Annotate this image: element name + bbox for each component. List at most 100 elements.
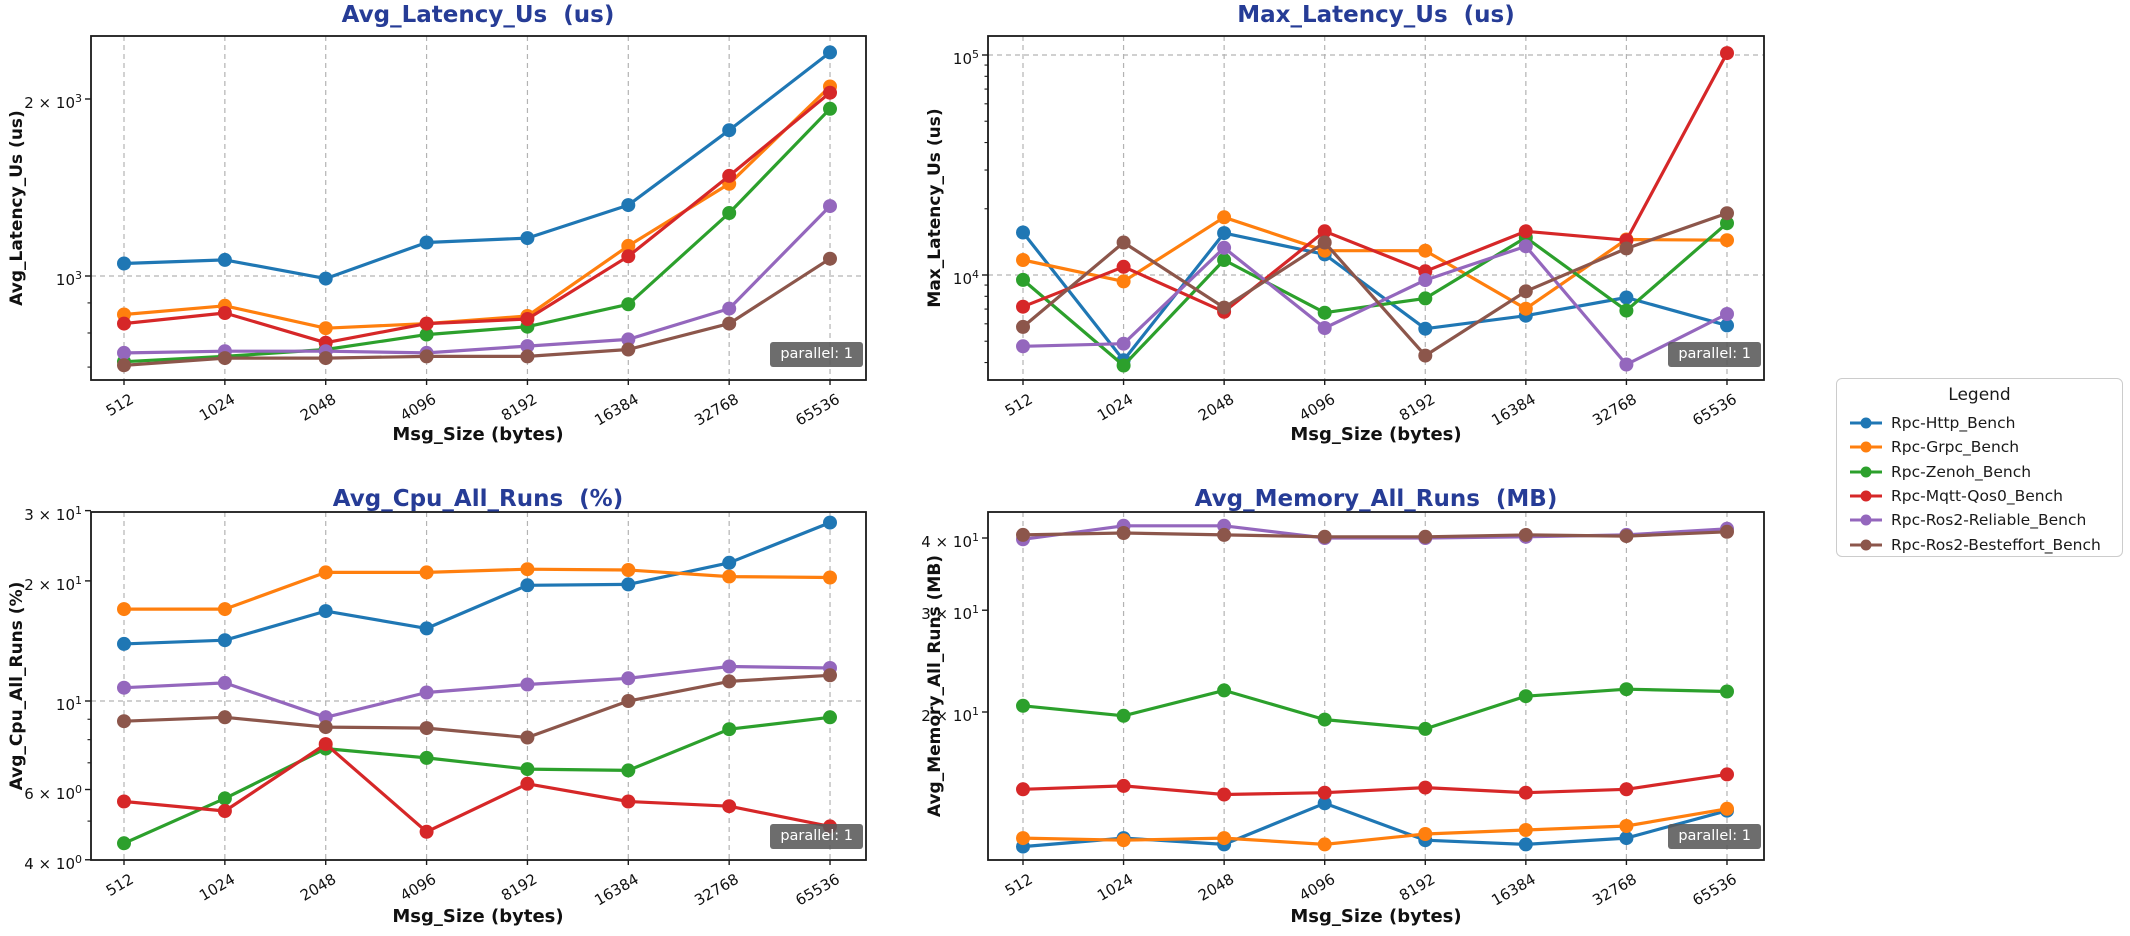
data-point bbox=[1518, 239, 1533, 254]
legend-item-rpc-ros2-reliable-bench: Rpc-Ros2-Reliable_Bench bbox=[1849, 508, 2086, 532]
data-point bbox=[722, 555, 737, 570]
data-point bbox=[722, 206, 737, 220]
chart-title-avg-cpu: Avg_Cpu_All_Runs (%) bbox=[332, 486, 624, 512]
data-point bbox=[1317, 785, 1332, 800]
data-point bbox=[1720, 307, 1734, 321]
series-rpc-grpc-bench bbox=[117, 562, 837, 617]
legend-marker-rpc-zenoh-bench bbox=[1850, 466, 1882, 478]
data-point bbox=[823, 45, 837, 60]
x-axis-label: Msg_Size (bytes) bbox=[392, 424, 564, 445]
data-point bbox=[621, 763, 636, 778]
data-point bbox=[1116, 708, 1131, 723]
plot-border bbox=[987, 511, 1765, 861]
plot-border bbox=[987, 35, 1765, 381]
series-rpc-mqtt-qos0-bench bbox=[117, 85, 837, 350]
y-tick-label: 104 bbox=[952, 268, 979, 288]
chart-panel-avg-memory: Avg_Memory_All_Runs (MB) Avg_Memory_All_… bbox=[900, 460, 1840, 936]
series-line bbox=[124, 567, 831, 611]
data-point bbox=[520, 677, 535, 692]
data-point bbox=[823, 101, 837, 116]
series-line bbox=[123, 91, 832, 345]
legend-dot bbox=[1860, 466, 1872, 478]
data-point bbox=[520, 776, 535, 791]
data-point bbox=[1217, 253, 1232, 267]
data-point bbox=[1116, 274, 1131, 289]
data-point bbox=[318, 351, 333, 366]
data-point bbox=[1418, 243, 1433, 258]
data-point bbox=[1116, 778, 1131, 793]
series-rpc-http-bench bbox=[117, 45, 837, 286]
avg-cpu-plot bbox=[85, 509, 867, 865]
data-point bbox=[1619, 357, 1634, 372]
y-axis-label: Avg_Memory_All_Runs (MB) bbox=[925, 554, 945, 818]
data-point bbox=[823, 251, 837, 266]
max-latency-plot bbox=[982, 35, 1765, 385]
data-point bbox=[621, 342, 636, 357]
series-line bbox=[123, 257, 831, 367]
series-line bbox=[123, 85, 832, 330]
data-point bbox=[117, 602, 131, 617]
data-point bbox=[722, 168, 737, 183]
legend-label: Rpc-Http_Bench bbox=[1891, 414, 2016, 432]
series-line bbox=[1022, 530, 1728, 539]
data-point bbox=[1518, 689, 1533, 704]
data-point bbox=[1016, 225, 1030, 240]
avg-memory-plot bbox=[982, 511, 1765, 865]
series-rpc-grpc-bench bbox=[1016, 801, 1734, 852]
data-point bbox=[217, 633, 232, 648]
data-point bbox=[419, 685, 434, 700]
series-rpc-ros2-reliable-bench bbox=[117, 659, 837, 725]
data-point bbox=[722, 722, 737, 737]
data-point bbox=[1016, 698, 1030, 713]
series-line bbox=[123, 204, 832, 355]
y-tick-label: 103 bbox=[55, 269, 82, 289]
data-point bbox=[1518, 527, 1533, 542]
data-point bbox=[217, 791, 232, 806]
data-point bbox=[318, 321, 333, 336]
series-line bbox=[123, 742, 831, 834]
data-point bbox=[1317, 837, 1332, 852]
data-point bbox=[1619, 682, 1634, 697]
chart-title-avg-latency: Avg_Latency_Us (us) bbox=[341, 2, 615, 28]
data-point bbox=[1518, 837, 1533, 852]
data-point bbox=[621, 794, 636, 809]
data-point bbox=[217, 252, 232, 267]
data-point bbox=[520, 578, 535, 593]
legend-label: Rpc-Mqtt-Qos0_Bench bbox=[1891, 486, 2063, 505]
series-rpc-ros2-besteffort-bench bbox=[117, 251, 837, 373]
data-point bbox=[1720, 524, 1734, 539]
series-line bbox=[1022, 807, 1728, 846]
data-point bbox=[823, 668, 837, 683]
series-line bbox=[123, 715, 831, 845]
data-point bbox=[217, 306, 232, 320]
data-point bbox=[1418, 348, 1433, 363]
data-point bbox=[1720, 801, 1734, 816]
legend-marker-rpc-mqtt-qos0-bench bbox=[1850, 490, 1882, 502]
y-tick-label: 4 × 101 bbox=[921, 531, 979, 551]
data-point bbox=[318, 710, 333, 725]
data-point bbox=[1619, 290, 1634, 305]
data-point bbox=[1518, 301, 1533, 316]
data-point bbox=[823, 570, 837, 585]
data-point bbox=[520, 349, 535, 364]
y-tick-label: 3 × 101 bbox=[921, 603, 979, 624]
parallel-badge: parallel: 1 bbox=[770, 824, 863, 849]
chart-panel-avg-latency: Avg_Latency_Us (us) Avg_Latency_Us (us) … bbox=[0, 0, 940, 460]
series-rpc-http-bench bbox=[117, 515, 837, 651]
data-point bbox=[722, 799, 737, 814]
data-point bbox=[1518, 224, 1533, 239]
data-point bbox=[722, 674, 737, 689]
series-line bbox=[1021, 211, 1728, 358]
data-point bbox=[1116, 336, 1131, 351]
legend-dot bbox=[1860, 441, 1872, 453]
data-point bbox=[520, 231, 535, 246]
data-point bbox=[1720, 767, 1734, 782]
data-point bbox=[1418, 529, 1433, 544]
data-point bbox=[1217, 787, 1232, 802]
data-point bbox=[1116, 526, 1131, 540]
y-axis-label: Avg_Cpu_All_Runs (%) bbox=[7, 581, 27, 791]
data-point bbox=[1720, 318, 1734, 333]
data-point bbox=[1016, 272, 1030, 287]
data-point bbox=[1317, 235, 1332, 250]
